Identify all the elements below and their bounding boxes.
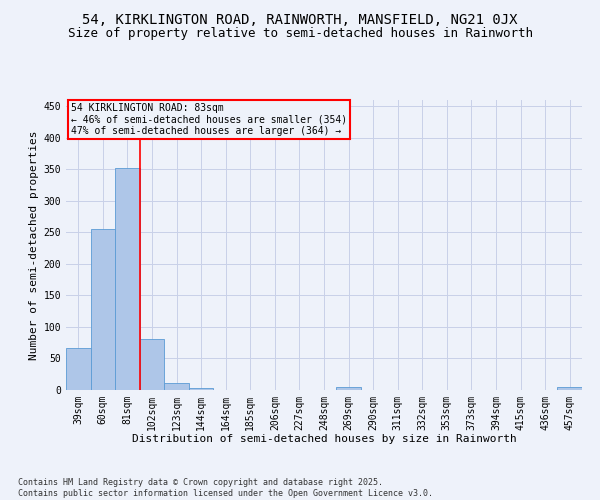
X-axis label: Distribution of semi-detached houses by size in Rainworth: Distribution of semi-detached houses by … xyxy=(131,434,517,444)
Text: 54, KIRKLINGTON ROAD, RAINWORTH, MANSFIELD, NG21 0JX: 54, KIRKLINGTON ROAD, RAINWORTH, MANSFIE… xyxy=(82,12,518,26)
Bar xyxy=(66,348,91,390)
Y-axis label: Number of semi-detached properties: Number of semi-detached properties xyxy=(29,130,40,360)
Bar xyxy=(336,387,361,390)
Bar xyxy=(189,388,214,390)
Bar xyxy=(164,383,189,390)
Bar xyxy=(91,229,115,390)
Bar xyxy=(557,388,582,390)
Bar xyxy=(115,168,140,390)
Bar xyxy=(140,339,164,390)
Text: Size of property relative to semi-detached houses in Rainworth: Size of property relative to semi-detach… xyxy=(67,28,533,40)
Text: Contains HM Land Registry data © Crown copyright and database right 2025.
Contai: Contains HM Land Registry data © Crown c… xyxy=(18,478,433,498)
Text: 54 KIRKLINGTON ROAD: 83sqm
← 46% of semi-detached houses are smaller (354)
47% o: 54 KIRKLINGTON ROAD: 83sqm ← 46% of semi… xyxy=(71,103,347,136)
